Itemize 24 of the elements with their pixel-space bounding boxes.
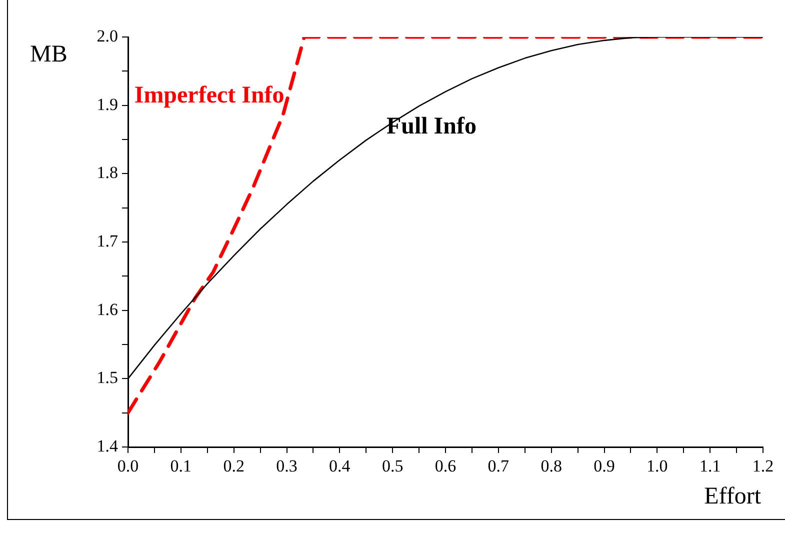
- x-tick-label: 0.8: [540, 456, 562, 476]
- y-tick-label: 1.4: [96, 436, 118, 456]
- y-tick-label: 1.5: [96, 368, 118, 388]
- x-tick-label: 0.6: [434, 456, 456, 476]
- y-tick-label: 1.9: [96, 94, 118, 114]
- x-tick-label: 0.0: [117, 456, 139, 476]
- x-tick-label: 1.2: [752, 456, 774, 476]
- x-tick-label: 0.1: [170, 456, 192, 476]
- series-label: Full Info: [386, 113, 476, 140]
- x-tick-label: 1.0: [646, 456, 668, 476]
- x-tick-label: 0.2: [223, 456, 244, 476]
- y-tick-label: 2.0: [96, 26, 118, 46]
- x-tick-label: 0.7: [488, 456, 510, 476]
- x-tick-label: 0.9: [594, 456, 615, 476]
- series-label: Imperfect Info: [134, 82, 284, 109]
- y-tick-label: 1.7: [96, 231, 118, 250]
- y-tick-label: 1.8: [96, 163, 118, 182]
- x-axis-title: Effort: [704, 483, 762, 510]
- y-axis-title: MB: [30, 41, 68, 68]
- x-tick-label: 0.5: [382, 456, 404, 476]
- y-tick-label: 1.6: [96, 300, 118, 319]
- x-tick-label: 0.3: [276, 456, 298, 476]
- x-tick-label: 1.1: [699, 456, 721, 476]
- x-tick-label: 0.4: [329, 456, 351, 476]
